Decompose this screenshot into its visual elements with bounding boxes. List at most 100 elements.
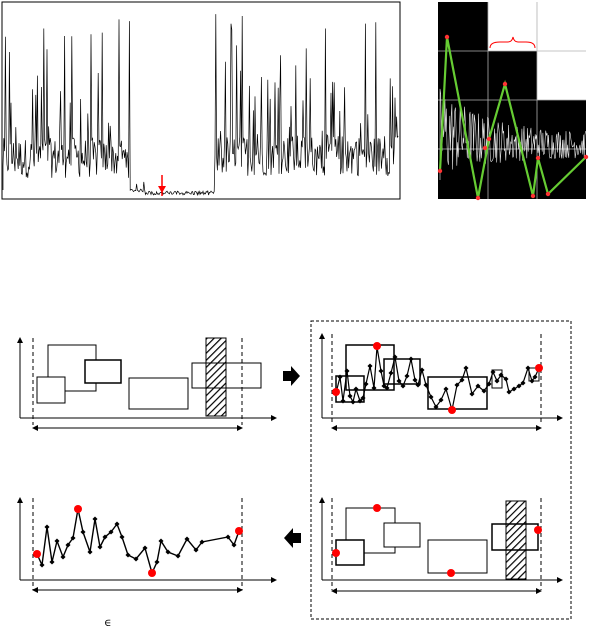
- segment-box: [84, 359, 122, 384]
- vertex-marker: [378, 368, 384, 374]
- raw-signal-panel: [1, 1, 401, 200]
- vertex-marker: [511, 386, 517, 392]
- arrow-left: [284, 528, 301, 548]
- grid-zoom-panel: [437, 2, 589, 201]
- vertex-marker: [175, 553, 181, 559]
- segment-box: [345, 344, 395, 391]
- signal-vertices: [333, 344, 542, 413]
- extreme-point: [332, 549, 340, 557]
- vertex-marker: [49, 559, 55, 565]
- vertex-marker: [498, 372, 504, 378]
- vertex-marker: [154, 559, 160, 565]
- vertex-marker: [459, 377, 465, 383]
- path-point: [486, 136, 492, 142]
- vertex-marker: [412, 377, 418, 383]
- vertex-marker: [486, 381, 492, 387]
- extreme-point: [448, 406, 456, 414]
- raw-signal-trace: [2, 14, 399, 197]
- vertex-marker: [119, 534, 125, 540]
- vertex-marker: [396, 378, 402, 384]
- raw-signal-frame: [1, 1, 401, 200]
- extreme-point: [447, 569, 455, 577]
- extreme-point: [148, 569, 156, 577]
- vertex-marker: [415, 382, 421, 388]
- simplified-polyline: [36, 508, 240, 576]
- vertex-marker: [350, 399, 356, 405]
- segment-box: [491, 523, 539, 551]
- path-point: [475, 195, 481, 201]
- segment-box: [427, 539, 488, 574]
- arrow-right: [283, 366, 300, 386]
- path-point: [482, 145, 488, 151]
- grid-cell-white: [537, 51, 586, 100]
- vertex-marker: [367, 363, 373, 369]
- vertex-marker: [357, 398, 363, 404]
- vertex-marker: [438, 397, 444, 403]
- vertex-marker: [80, 529, 86, 535]
- vertex-marker: [529, 378, 535, 384]
- vertex-marker: [433, 404, 439, 410]
- vertex-marker: [344, 368, 350, 374]
- extreme-point: [534, 526, 542, 534]
- vertex-marker: [532, 374, 538, 380]
- vertex-marker: [463, 365, 469, 371]
- vertex-marker: [384, 385, 390, 391]
- vertex-marker: [353, 386, 359, 392]
- vertex-marker: [469, 391, 475, 397]
- path-point: [502, 81, 508, 87]
- extreme-point: [373, 504, 381, 512]
- path-point: [583, 154, 589, 160]
- path-point: [545, 191, 551, 197]
- segment-box: [191, 362, 262, 389]
- extreme-point: [332, 388, 340, 396]
- grid-noise-trace: [439, 88, 586, 180]
- vertex-marker: [404, 373, 410, 379]
- vertex-marker: [475, 383, 481, 389]
- vertex-marker: [39, 562, 45, 568]
- vertex-marker: [443, 386, 449, 392]
- vertex-marker: [337, 374, 343, 380]
- pruned-rectangles-panel: [319, 497, 563, 594]
- signal-polyline: [335, 346, 540, 411]
- vertex-marker: [87, 549, 93, 555]
- vertex-marker: [423, 382, 429, 388]
- cell-brace: [489, 36, 536, 49]
- grid-cell-white: [488, 2, 537, 51]
- segment-box: [383, 522, 421, 548]
- path-point: [437, 168, 443, 174]
- path-point: [530, 193, 536, 199]
- vertex-marker: [363, 381, 369, 387]
- vertex-marker: [54, 538, 60, 544]
- vertex-marker: [454, 382, 460, 388]
- extreme-point: [235, 527, 243, 535]
- grid-lines: [438, 2, 586, 199]
- path-point: [444, 34, 450, 40]
- segment-box: [128, 377, 189, 410]
- rectangles-with-points-panel: [319, 333, 563, 431]
- extreme-point: [373, 342, 381, 350]
- vertex-marker: [481, 388, 487, 394]
- vertex-marker: [360, 395, 366, 401]
- vertex-marker: [516, 383, 522, 389]
- vertex-marker: [400, 383, 406, 389]
- vertex-marker: [340, 398, 346, 404]
- vertex-marker: [44, 524, 50, 530]
- extreme-point: [33, 550, 41, 558]
- vertex-marker: [371, 385, 377, 391]
- vertex-marker: [494, 378, 500, 384]
- vertex-marker: [428, 394, 434, 400]
- vertex-marker: [60, 554, 66, 560]
- vertex-marker: [392, 354, 398, 360]
- signal-marker-arrow: [158, 186, 166, 193]
- segment-box: [36, 376, 66, 404]
- vertex-marker: [388, 370, 394, 376]
- vertex-marker: [419, 367, 425, 373]
- vertex-marker: [506, 389, 512, 395]
- vertex-marker: [92, 516, 98, 522]
- green-path-points: [437, 34, 589, 201]
- vertex-marker: [503, 376, 509, 382]
- vertex-marker: [525, 365, 531, 371]
- vertex-marker: [97, 544, 103, 550]
- segment-box: [491, 369, 503, 389]
